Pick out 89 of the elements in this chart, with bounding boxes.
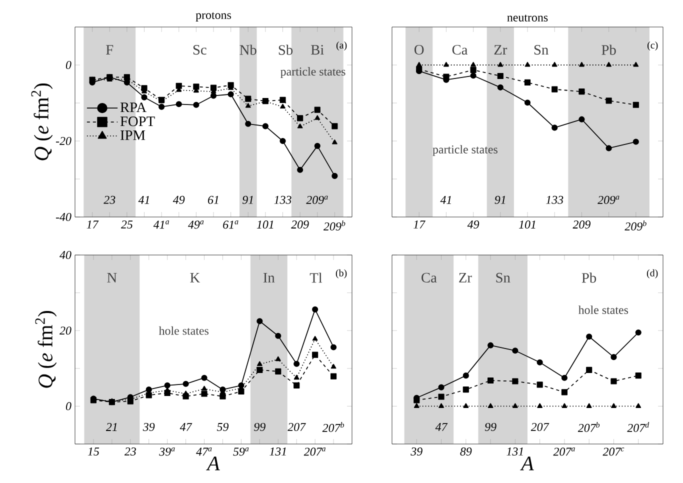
chart-title: protons [196, 12, 232, 22]
legend-label: RPA [120, 102, 146, 112]
y-tick-label: 20 [60, 326, 72, 335]
annotation: Pb [582, 272, 596, 283]
x-tick-label: 91 [494, 196, 506, 204]
y-tick-label: -20 [56, 136, 72, 146]
x-tick-label: 207$^{b}$ [322, 422, 344, 432]
x-tick-label: 49 [172, 196, 185, 204]
annotation: K [190, 272, 200, 282]
x-tick-label: 39$^{a}$ [159, 448, 175, 456]
y-axis-title: Q (e fm$^{2}$) [35, 311, 57, 388]
y-tick-label: 0 [66, 60, 72, 70]
x-tick-label: 49$^{a}$ [188, 220, 204, 229]
x-tick-label: 15 [88, 448, 100, 456]
x-tick-label: 131 [270, 448, 286, 456]
x-tick-label: 17 [86, 220, 99, 228]
x-tick-label: 59 [216, 422, 229, 431]
band-label: Zr [494, 45, 508, 54]
x-tick-label: 23 [124, 448, 136, 456]
legend-label: FOPT [120, 116, 155, 126]
x-tick-label: 207$^{a}$ [304, 448, 326, 456]
y-tick-label: 0 [66, 402, 72, 410]
band-label: Bi [311, 45, 324, 55]
annotation: Sn [534, 44, 548, 55]
x-tick-label: 207$^{b}$ [578, 422, 600, 432]
x-tick-label: 133 [546, 196, 564, 204]
x-tick-label: 91 [242, 196, 253, 204]
band-label: Sn [496, 272, 510, 282]
x-tick-label: 47 [435, 423, 448, 431]
x-tick-label: 39 [410, 448, 422, 456]
x-axis-title: A [520, 456, 534, 470]
x-tick-label: 209$^{b}$ [323, 220, 346, 230]
x-tick-label: 41$^{a}$ [153, 220, 169, 229]
x-tick-label: 209 [572, 220, 590, 229]
x-tick-label: 17 [414, 220, 426, 228]
x-tick-label: 47$^{a}$ [196, 448, 212, 456]
x-tick-label: 207$^{d}$ [627, 422, 650, 432]
x-tick-label: 21 [106, 423, 117, 431]
annotation: (a) [336, 41, 347, 51]
band-label: Pb [602, 44, 616, 55]
x-tick-label: 131 [506, 448, 523, 456]
band-label: N [107, 272, 117, 282]
annotation: Sc [193, 44, 206, 55]
annotation: hole states [578, 306, 628, 314]
x-tick-label: 59$^{a}$ [233, 448, 249, 456]
legend-label: IPM [120, 130, 146, 140]
x-tick-label: 41 [440, 196, 451, 204]
x-tick-label: 47 [180, 423, 192, 431]
x-tick-label: 89 [460, 448, 472, 456]
x-tick-label: 207 [530, 422, 550, 432]
x-tick-label: 207 [288, 422, 306, 432]
annotation: (d) [646, 269, 658, 278]
x-tick-label: 207$^{c}$ [602, 448, 624, 456]
x-tick-label: 49 [467, 220, 480, 229]
band-label: F [106, 45, 114, 54]
annotation: (b) [336, 269, 347, 278]
x-tick-label: 101 [518, 220, 536, 229]
x-tick-label: 133 [274, 196, 292, 204]
annotation: Zr [459, 272, 472, 282]
band-label: O [414, 44, 424, 55]
band-label: Nb [240, 44, 256, 55]
annotation: hole states [158, 326, 208, 335]
x-tick-label: 61$^{a}$ [223, 220, 238, 229]
x-tick-label: 99 [254, 422, 266, 431]
band-label: In [263, 272, 275, 282]
x-tick-label: 39 [142, 422, 155, 431]
x-tick-label: 61 [208, 196, 218, 204]
band-label: Ca [422, 272, 437, 282]
annotation: Tl [310, 272, 322, 283]
x-tick-label: 99 [484, 422, 496, 431]
x-axis-title: A [206, 456, 220, 470]
x-tick-label: 207$^{a}$ [553, 448, 575, 456]
x-tick-label: 209 [291, 220, 309, 229]
y-tick-label: -40 [56, 212, 72, 222]
x-tick-label: 209$^{a}$ [306, 196, 328, 204]
x-tick-label: 209$^{a}$ [598, 196, 620, 204]
annotation: (c) [648, 41, 658, 51]
x-tick-label: 25 [120, 220, 133, 229]
y-tick-label: 40 [60, 250, 72, 260]
annotation: Ca [452, 44, 468, 55]
annotation: particle states [432, 145, 498, 156]
y-axis-title: Q (e fm$^{2}$) [31, 84, 53, 160]
annotation: particle states [280, 67, 346, 78]
x-tick-label: 41 [138, 196, 149, 204]
x-tick-label: 23 [104, 196, 116, 204]
chart-title: neutrons [507, 14, 548, 22]
x-tick-label: 101 [256, 220, 274, 229]
annotation: Sb [278, 44, 293, 55]
x-tick-label: 209$^{b}$ [624, 220, 646, 230]
